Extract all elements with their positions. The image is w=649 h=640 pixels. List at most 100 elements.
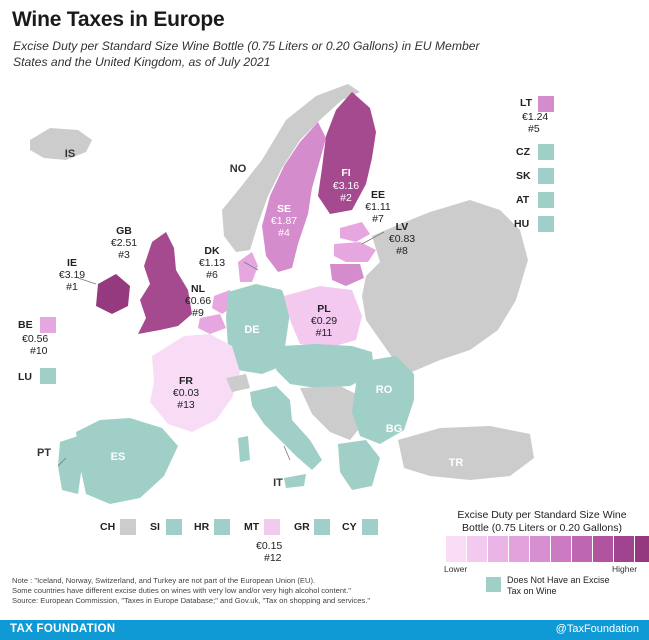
svg-text:FI: FI: [341, 167, 350, 179]
country-fi: [318, 92, 376, 214]
europe-map: IS NO DE RO BG TR ES PT IT FI €3.16 #2 S…: [18, 84, 554, 564]
footer-bar: TAX FOUNDATION @TaxFoundation: [0, 620, 649, 640]
legend-swatch: [635, 536, 649, 562]
svg-text:#1: #1: [66, 281, 78, 293]
country-it: [250, 386, 322, 470]
country-lv: [334, 242, 376, 262]
legend-swatch: [488, 536, 508, 562]
svg-text:LV: LV: [396, 221, 409, 233]
country-balkans: [300, 386, 366, 440]
country-gr: [338, 440, 380, 490]
svg-text:GR: GR: [294, 521, 310, 533]
svg-text:€0.29: €0.29: [311, 315, 337, 327]
country-ie: [96, 274, 130, 314]
svg-text:#5: #5: [528, 123, 540, 135]
legend-no-tax-label: Does Not Have an Excise Tax on Wine: [507, 575, 610, 596]
svg-text:#9: #9: [192, 307, 204, 319]
svg-text:DK: DK: [204, 245, 220, 257]
country-no: [222, 84, 360, 252]
legend-no-tax-swatch: [486, 577, 501, 592]
country-central: [276, 344, 374, 388]
label-group-se: SE €1.87 #4: [271, 203, 297, 239]
country-tr: [398, 426, 534, 480]
country-ro-bg: [352, 356, 414, 444]
svg-text:#12: #12: [264, 552, 282, 564]
svg-text:€0.66: €0.66: [185, 295, 211, 307]
note-line: Some countries have different excise dut…: [12, 586, 351, 595]
svg-text:€2.51: €2.51: [111, 237, 137, 249]
legend-scale: [446, 536, 649, 562]
country-se: [262, 122, 326, 272]
svg-text:€1.11: €1.11: [365, 201, 391, 213]
label-it: IT: [273, 477, 283, 489]
svg-text:€0.83: €0.83: [389, 233, 415, 245]
svg-text:CY: CY: [342, 521, 357, 533]
country-ee: [340, 222, 370, 242]
country-gb: [138, 232, 192, 334]
label-group-fi: FI €3.16 #2: [333, 167, 359, 204]
legend-swatch: [593, 536, 613, 562]
svg-text:€1.87: €1.87: [271, 215, 297, 227]
label-group-dk: DK €1.13 #6: [199, 245, 225, 281]
svg-text:HU: HU: [514, 218, 529, 230]
label-no: NO: [230, 163, 247, 175]
legend-swatch: [509, 536, 529, 562]
legend-swatch: [467, 536, 487, 562]
label-es: ES: [111, 451, 126, 463]
svg-text:EE: EE: [371, 189, 385, 201]
svg-text:#10: #10: [30, 345, 48, 357]
bottom-item-ch: CH: [100, 519, 136, 535]
side-item-at: AT: [516, 192, 554, 208]
footer-handle[interactable]: @TaxFoundation: [555, 623, 639, 635]
label-tr: TR: [449, 457, 464, 469]
svg-text:€3.19: €3.19: [59, 269, 85, 281]
svg-text:SI: SI: [150, 521, 160, 533]
label-group-pl: PL €0.29 #11: [311, 303, 337, 339]
svg-text:MT: MT: [244, 521, 260, 533]
source-line: Source: European Commission, "Taxes in E…: [12, 596, 371, 605]
country-ch: [226, 374, 250, 392]
country-pl: [284, 286, 362, 348]
country-fr: [150, 334, 240, 432]
country-east: [362, 200, 528, 372]
callout-lines: [57, 231, 385, 467]
country-is: [30, 128, 92, 160]
svg-text:LT: LT: [520, 97, 533, 109]
legend-title: Excise Duty per Standard Size Wine Bottl…: [457, 509, 627, 534]
bottom-item-mt: MT €0.15 #12: [244, 519, 282, 564]
label-group-nl: NL €0.66 #9: [185, 283, 211, 319]
side-item-hu: HU: [514, 216, 554, 232]
svg-text:#6: #6: [206, 269, 218, 281]
legend-swatch: [572, 536, 592, 562]
svg-text:€1.24: €1.24: [522, 111, 548, 123]
label-group-ie: IE €3.19 #1: [59, 257, 85, 293]
svg-text:PL: PL: [317, 303, 331, 315]
legend-swatch: [530, 536, 550, 562]
country-it-islands: [238, 436, 306, 488]
svg-text:AT: AT: [516, 194, 530, 206]
svg-text:€3.16: €3.16: [333, 180, 359, 192]
svg-text:#7: #7: [372, 213, 384, 225]
svg-text:BE: BE: [18, 319, 33, 331]
source-notes: Note : "Iceland, Norway, Switzerland, an…: [12, 576, 472, 606]
country-es: [76, 418, 178, 504]
svg-text:FR: FR: [179, 375, 193, 387]
svg-text:#2: #2: [340, 192, 352, 204]
legend-swatch: [551, 536, 571, 562]
legend-higher-label: Higher: [612, 564, 638, 574]
page-subtitle: Excise Duty per Standard Size Wine Bottl…: [13, 39, 480, 69]
label-pt: PT: [37, 447, 51, 459]
page-title: Wine Taxes in Europe: [12, 8, 225, 31]
legend-swatch: [446, 536, 466, 562]
svg-text:HR: HR: [194, 521, 210, 533]
side-item-lt: LT €1.24 #5: [520, 96, 554, 135]
legend-swatch: [614, 536, 634, 562]
bottom-item-gr: GR: [294, 519, 330, 535]
note-line: Note : "Iceland, Norway, Switzerland, an…: [12, 576, 316, 585]
country-de: [226, 284, 290, 374]
svg-text:€0.56: €0.56: [22, 333, 48, 345]
label-group-fr: FR €0.03 #13: [173, 375, 199, 411]
svg-text:#11: #11: [316, 327, 333, 339]
svg-text:€1.13: €1.13: [199, 257, 225, 269]
